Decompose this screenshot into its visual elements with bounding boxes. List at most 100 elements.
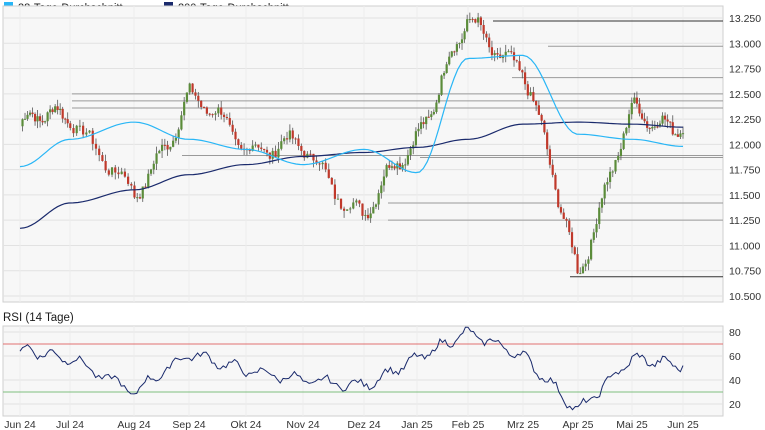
candle-body <box>265 149 269 153</box>
candle-body <box>380 185 383 194</box>
candle <box>658 120 662 128</box>
candle-body <box>64 118 67 120</box>
candle-body <box>160 144 164 151</box>
candle <box>568 218 571 235</box>
candle-body <box>133 185 136 198</box>
candle-body <box>633 97 636 103</box>
candle <box>147 169 150 189</box>
candle <box>191 83 194 95</box>
candle <box>352 198 355 210</box>
candle <box>315 156 318 166</box>
candle-body <box>263 148 266 150</box>
price-y-tick-label: 11.750 <box>729 165 760 177</box>
candle <box>91 127 94 151</box>
candle-body <box>114 167 117 173</box>
candle-body <box>23 118 27 120</box>
candle <box>590 238 593 261</box>
price-y-tick-label: 12.000 <box>729 139 761 151</box>
candle-body <box>382 176 386 186</box>
candle <box>321 161 324 170</box>
candle <box>372 201 375 214</box>
candle-body <box>342 208 346 211</box>
candle <box>200 100 203 110</box>
candle-body <box>158 150 161 154</box>
candle <box>450 50 453 58</box>
price-y-tick-label: 10.500 <box>729 291 761 303</box>
candle-body <box>49 109 52 113</box>
candle-body <box>435 102 438 112</box>
price-y-tick-label: 12.500 <box>729 89 761 101</box>
candle <box>324 158 327 173</box>
candle-body <box>110 167 114 175</box>
candle <box>422 117 425 129</box>
candle <box>625 126 628 136</box>
rsi-y-tick-label: 40 <box>729 375 741 387</box>
candle-body <box>336 198 340 200</box>
candle-body <box>543 120 546 133</box>
candle-body <box>414 131 417 146</box>
candle-body <box>152 163 155 170</box>
candle-body <box>529 92 532 96</box>
candle <box>185 92 189 104</box>
candle <box>166 140 169 156</box>
candle-body <box>66 119 69 124</box>
candle-body <box>603 184 606 199</box>
candle-body <box>581 266 585 274</box>
candle-body <box>91 130 94 144</box>
candle-body <box>75 125 78 134</box>
candle <box>414 127 417 148</box>
candle-body <box>321 162 324 165</box>
candle-body <box>231 124 234 132</box>
candle <box>382 169 386 192</box>
candle <box>521 69 524 79</box>
candle-body <box>208 113 211 115</box>
candle <box>504 44 507 63</box>
candle <box>138 193 142 200</box>
candle-body <box>679 133 682 137</box>
candle-body <box>127 176 130 184</box>
candle <box>460 33 464 50</box>
candle <box>671 115 674 136</box>
candle <box>635 91 639 108</box>
candle <box>228 112 231 127</box>
candle-body <box>149 169 153 174</box>
x-tick-label: Mai 25 <box>616 419 648 430</box>
candle <box>49 105 52 120</box>
candle-body <box>606 182 609 185</box>
candle <box>385 163 388 178</box>
candle <box>260 142 263 152</box>
candle-body <box>455 44 459 52</box>
candle-body <box>51 109 54 112</box>
price-y-tick-label: 10.750 <box>729 266 761 278</box>
candle <box>619 142 623 161</box>
candle-body <box>460 39 464 44</box>
candle <box>548 145 552 169</box>
candle <box>234 128 237 146</box>
candle-body <box>228 118 231 125</box>
candle-body <box>445 64 448 73</box>
candle-body <box>490 47 494 56</box>
candle-body <box>38 116 42 121</box>
candle <box>285 131 289 145</box>
candle-body <box>130 183 133 186</box>
price-y-tick-label: 11.500 <box>729 190 760 202</box>
candle-body <box>648 127 651 129</box>
candle-body <box>163 144 166 146</box>
candle <box>474 18 477 24</box>
candle-body <box>251 145 254 152</box>
candle <box>54 104 57 114</box>
candle <box>676 128 679 138</box>
candle-body <box>44 121 47 123</box>
candle <box>510 45 513 55</box>
candle-body <box>191 83 194 93</box>
candle-body <box>671 122 674 135</box>
candle-body <box>352 202 355 209</box>
candle <box>573 245 576 256</box>
candle-body <box>608 171 612 183</box>
candle <box>512 47 516 67</box>
candle-body <box>518 61 521 71</box>
rsi-line <box>19 326 684 411</box>
candle-body <box>559 207 563 213</box>
candle-body <box>200 100 203 108</box>
candle <box>117 166 120 179</box>
